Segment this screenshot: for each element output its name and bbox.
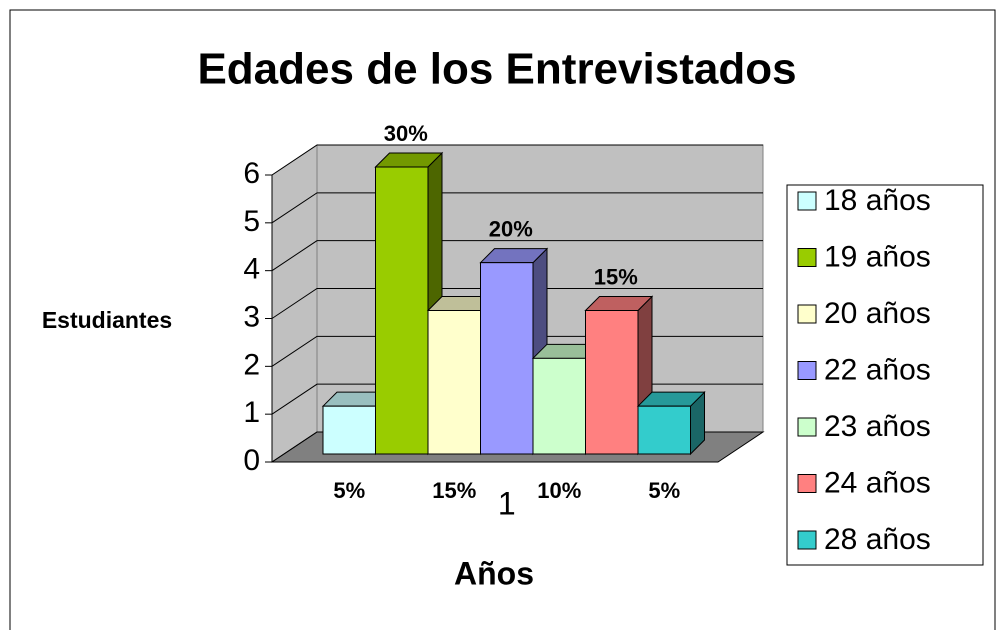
x-tick-label: 1 [498, 485, 516, 521]
bar [375, 166, 429, 455]
x-axis-label: Años [454, 555, 534, 591]
chart-title: Edades de los Entrevistados [197, 45, 796, 94]
data-label: 10% [537, 478, 581, 503]
legend-swatch [797, 191, 817, 211]
data-label: 15% [594, 264, 638, 289]
legend-swatch [797, 474, 817, 493]
grid-line [271, 240, 763, 272]
legend-label: 20 años [824, 297, 931, 330]
y-tick-label: 5 [243, 205, 260, 238]
grid-line [271, 192, 763, 224]
y-tick-label: 3 [243, 300, 260, 333]
bar [480, 262, 534, 455]
legend-label: 24 años [824, 466, 931, 499]
legend-label: 18 años [824, 184, 931, 217]
legend-swatch [797, 530, 817, 550]
legend-swatch [797, 417, 817, 437]
y-axis-label: Estudiantes [42, 307, 172, 333]
y-tick-label: 1 [243, 396, 260, 429]
legend-label: 23 años [824, 410, 931, 443]
y-tick-label: 6 [243, 157, 260, 190]
grid-line [271, 144, 763, 176]
legend-label: 19 años [824, 240, 931, 273]
legend-swatch [797, 248, 817, 267]
data-label: 5% [648, 478, 680, 503]
bar [637, 405, 691, 455]
bar [427, 310, 481, 455]
legend-label: 28 años [824, 523, 931, 556]
bar [585, 310, 639, 455]
data-label: 20% [489, 216, 533, 241]
legend-box [786, 184, 984, 566]
y-tick-label: 4 [243, 253, 260, 286]
legend-swatch [797, 304, 817, 324]
data-label: 30% [384, 121, 428, 146]
legend-swatch [797, 361, 817, 380]
grid-line [271, 288, 763, 319]
legend-label: 22 años [824, 353, 931, 386]
bar [532, 357, 586, 455]
y-tick-label: 0 [243, 444, 260, 477]
data-label: 15% [432, 478, 476, 503]
data-label: 5% [333, 478, 365, 503]
bar [322, 405, 376, 455]
y-tick-label: 2 [243, 348, 260, 381]
